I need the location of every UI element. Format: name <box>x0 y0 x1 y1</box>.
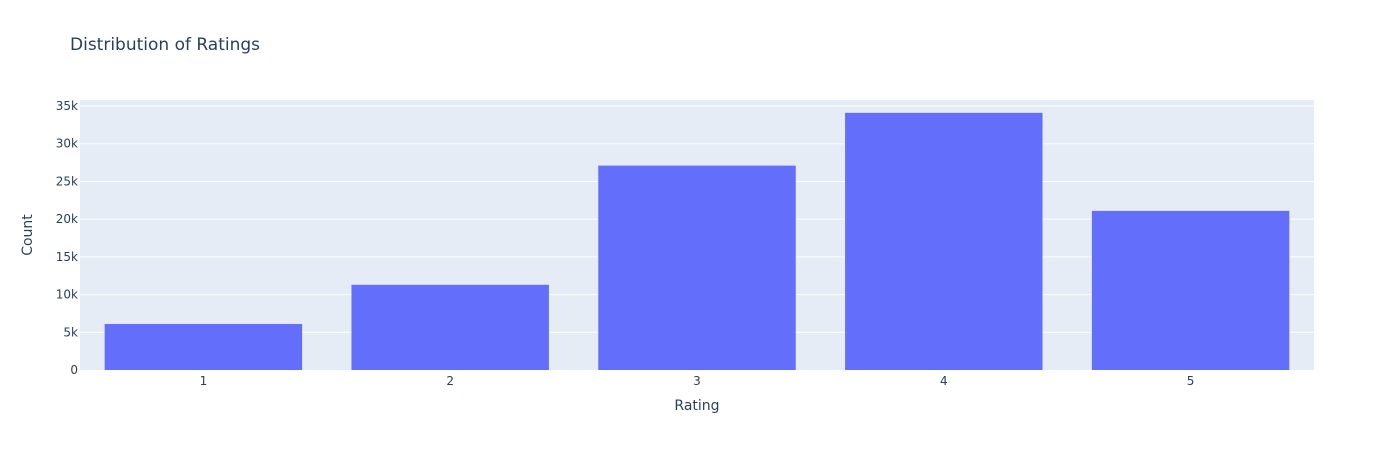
bars <box>104 112 1290 370</box>
bar-rating-4 <box>845 112 1043 370</box>
y-tick-label: 30k <box>56 137 78 151</box>
y-tick-label: 35k <box>56 99 78 113</box>
y-tick-label: 5k <box>63 325 78 339</box>
x-tick-label: 4 <box>940 374 948 388</box>
y-axis-title: Count <box>20 214 36 256</box>
x-tick-label: 1 <box>200 374 208 388</box>
y-tick-label: 20k <box>56 212 78 226</box>
x-tick-label: 5 <box>1187 374 1195 388</box>
x-axis-ticks: 1 2 3 4 5 <box>200 374 1195 388</box>
y-tick-label: 15k <box>56 250 78 264</box>
y-tick-label: 10k <box>56 288 78 302</box>
x-tick-label: 2 <box>446 374 454 388</box>
x-axis-title: Rating <box>674 398 719 414</box>
bar-rating-3 <box>598 165 796 370</box>
bar-rating-1 <box>104 323 303 370</box>
y-tick-label: 0 <box>70 363 78 377</box>
x-tick-label: 3 <box>693 374 701 388</box>
chart-title: Distribution of Ratings <box>70 35 260 55</box>
bar-rating-2 <box>351 284 549 370</box>
y-tick-label: 25k <box>56 174 78 188</box>
y-axis-ticks: 0 5k 10k 15k 20k 25k 30k 35k <box>56 99 78 377</box>
bar-rating-5 <box>1091 210 1290 370</box>
